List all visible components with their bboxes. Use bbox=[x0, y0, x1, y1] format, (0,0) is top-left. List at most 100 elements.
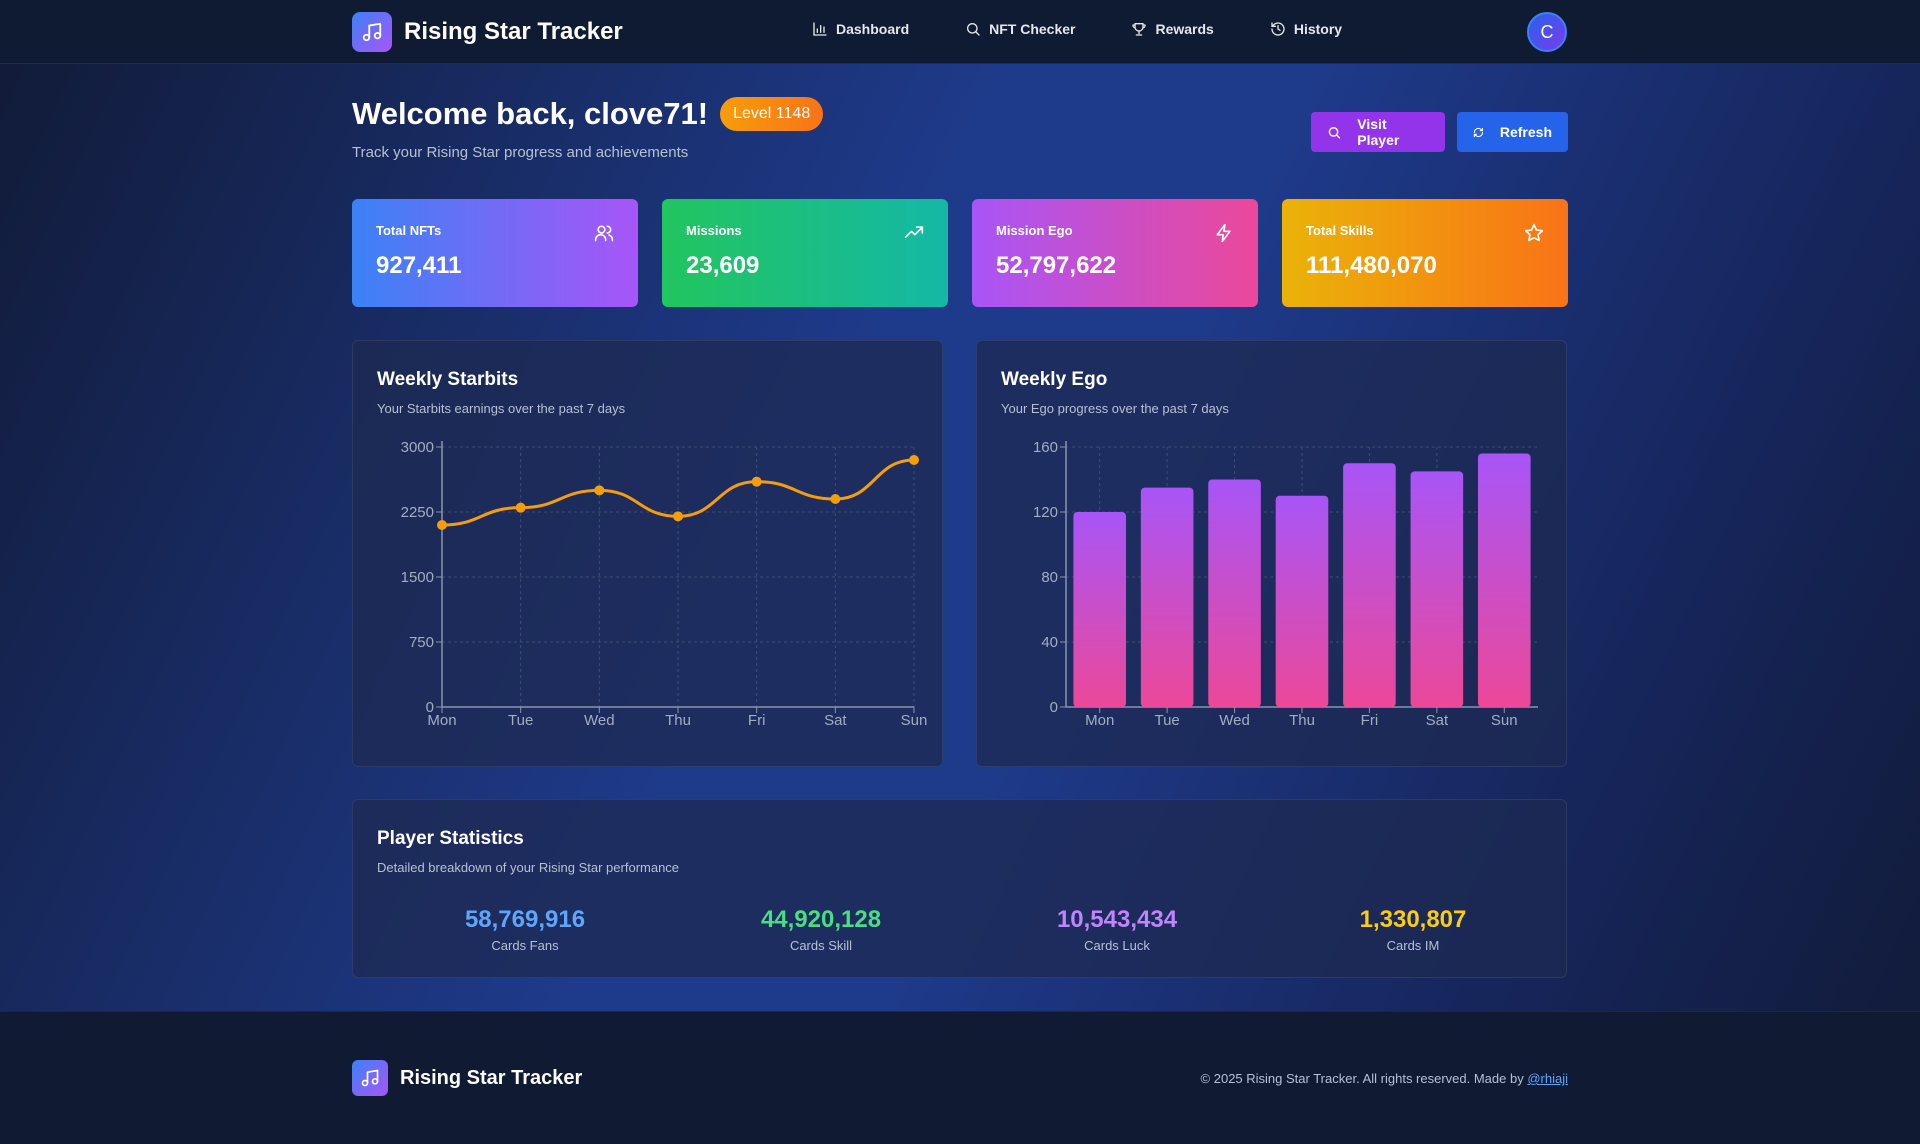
history-icon bbox=[1271, 22, 1285, 36]
section-title: Player Statistics bbox=[377, 828, 524, 849]
visit-player-label: Visit Player bbox=[1357, 116, 1400, 148]
level-badge: Level 1148 bbox=[720, 97, 824, 131]
stat-card-value: 111,480,070 bbox=[1306, 252, 1437, 279]
page-title: Welcome back, clove71! bbox=[352, 96, 709, 131]
stat-card-label: Missions bbox=[686, 223, 742, 238]
author-link[interactable]: @rhiaji bbox=[1527, 1071, 1568, 1086]
starbits-data-point bbox=[830, 494, 841, 504]
star-icon bbox=[1524, 223, 1544, 242]
music-note-icon bbox=[352, 1060, 388, 1096]
nav-item-history[interactable]: History bbox=[1270, 21, 1342, 37]
x-tick-label: Wed bbox=[1219, 712, 1250, 729]
refresh-button[interactable]: Refresh bbox=[1457, 112, 1568, 152]
top-navbar: Rising Star Tracker Dashboard NFT Checke… bbox=[0, 0, 1920, 64]
copyright-text: © 2025 Rising Star Tracker. All rights r… bbox=[1200, 1071, 1524, 1086]
footer-brand-name: Rising Star Tracker bbox=[400, 1066, 583, 1089]
starbits-data-point bbox=[437, 520, 447, 530]
stat-card-label: Total NFTs bbox=[376, 223, 442, 238]
ego-bar bbox=[1140, 487, 1194, 707]
section-subtitle: Detailed breakdown of your Rising Star p… bbox=[377, 860, 680, 875]
starbits-data-point bbox=[515, 502, 526, 513]
nav-item-dashboard[interactable]: Dashboard bbox=[812, 21, 909, 37]
y-tick-label: 120 bbox=[1033, 504, 1058, 521]
y-tick-label: 3000 bbox=[401, 439, 434, 456]
x-tick-label: Thu bbox=[665, 712, 691, 729]
search-icon bbox=[967, 23, 980, 36]
x-tick-label: Thu bbox=[1289, 712, 1315, 729]
stat-card-value: 927,411 bbox=[376, 252, 462, 279]
refresh-icon bbox=[1473, 127, 1484, 137]
player-stat-value: 58,769,916 bbox=[464, 906, 586, 933]
brand-name: Rising Star Tracker bbox=[404, 18, 623, 45]
x-tick-label: Sat bbox=[824, 712, 847, 729]
nav-label: NFT Checker bbox=[989, 21, 1076, 37]
y-tick-label: 0 bbox=[426, 699, 434, 716]
brand[interactable]: Rising Star Tracker bbox=[352, 12, 623, 52]
player-stat-label: Cards Luck bbox=[1084, 938, 1150, 953]
player-stat-value: 44,920,128 bbox=[760, 906, 882, 933]
music-note-icon bbox=[352, 12, 392, 52]
header-actions: Visit Player Refresh bbox=[1311, 112, 1568, 152]
user-avatar[interactable]: C bbox=[1527, 12, 1567, 52]
player-stat-label: Cards Skill bbox=[789, 938, 853, 953]
x-tick-label: Tue bbox=[1154, 712, 1179, 729]
starbits-line-chart: 0 750 1500 2250 3000 Mon Tue Wed Thu Fri Sat Sun bbox=[401, 439, 928, 729]
starbits-data-point bbox=[673, 511, 683, 522]
starbits-data-point bbox=[909, 455, 919, 465]
stat-card-label: Mission Ego bbox=[996, 223, 1073, 238]
refresh-label: Refresh bbox=[1499, 124, 1552, 140]
stat-card-total-nfts: Total NFTs 927,411 bbox=[352, 199, 638, 307]
starbits-data-point bbox=[594, 485, 605, 496]
welcome-section: Welcome back, clove71! Level 1148 Track … bbox=[352, 96, 824, 161]
player-stat-label: Cards IM bbox=[1386, 938, 1440, 953]
stat-card-value: 52,797,622 bbox=[996, 252, 1117, 279]
x-tick-label: Mon bbox=[1085, 712, 1114, 729]
chart-subtitle: Your Starbits earnings over the past 7 d… bbox=[377, 401, 626, 416]
y-tick-label: 40 bbox=[1041, 634, 1058, 651]
x-tick-label: Tue bbox=[508, 712, 533, 729]
chart-subtitle: Your Ego progress over the past 7 days bbox=[1001, 401, 1229, 416]
main-nav: Dashboard NFT Checker Rewards History bbox=[812, 21, 1398, 37]
player-stat-value: 1,330,807 bbox=[1359, 906, 1467, 933]
ego-bar-chart: 0 40 80 120 160 Mon Tue Wed Thu Fri Sat Sun bbox=[1033, 439, 1538, 729]
x-tick-label: Sun bbox=[901, 712, 928, 729]
ego-bar bbox=[1275, 495, 1329, 707]
ego-bar bbox=[1343, 463, 1396, 707]
nav-item-nft-checker[interactable]: NFT Checker bbox=[965, 21, 1075, 37]
search-icon bbox=[1328, 126, 1341, 139]
footer: Rising Star Tracker © 2025 Rising Star T… bbox=[0, 1011, 1920, 1144]
ego-bar bbox=[1477, 453, 1531, 707]
users-icon bbox=[594, 225, 614, 242]
player-stat-value: 10,543,434 bbox=[1056, 906, 1178, 933]
ego-bar bbox=[1410, 471, 1464, 707]
stat-card-mission-ego: Mission Ego 52,797,622 bbox=[972, 199, 1258, 307]
nav-label: History bbox=[1293, 21, 1343, 37]
nav-label: Rewards bbox=[1155, 21, 1214, 37]
player-stat-cards-fans: 58,769,916 Cards Fans bbox=[377, 906, 673, 953]
chart-title: Weekly Starbits bbox=[377, 369, 519, 390]
starbits-data-point bbox=[751, 476, 762, 487]
player-stat-cards-luck: 10,543,434 Cards Luck bbox=[969, 906, 1265, 953]
y-tick-label: 750 bbox=[409, 634, 434, 651]
trophy-icon bbox=[1132, 23, 1147, 36]
x-tick-label: Fri bbox=[1361, 712, 1379, 729]
chart-title: Weekly Ego bbox=[1001, 369, 1108, 390]
player-stat-label: Cards Fans bbox=[491, 938, 559, 953]
stat-card-label: Total Skills bbox=[1306, 223, 1374, 238]
ego-bar bbox=[1208, 479, 1261, 707]
stat-card-value: 23,609 bbox=[686, 252, 760, 279]
bar-chart-icon bbox=[813, 22, 827, 36]
player-stat-cards-im: 1,330,807 Cards IM bbox=[1265, 906, 1561, 953]
visit-player-button[interactable]: Visit Player bbox=[1311, 112, 1445, 152]
weekly-ego-panel: Weekly Ego Your Ego progress over the pa… bbox=[976, 340, 1567, 767]
stat-card-missions: Missions 23,609 bbox=[662, 199, 948, 307]
y-tick-label: 0 bbox=[1050, 699, 1058, 716]
y-tick-label: 2250 bbox=[401, 504, 434, 521]
footer-brand[interactable]: Rising Star Tracker bbox=[352, 1060, 582, 1096]
x-tick-label: Wed bbox=[584, 712, 615, 729]
trending-up-icon bbox=[904, 226, 924, 238]
x-tick-label: Sat bbox=[1426, 712, 1449, 729]
y-tick-label: 160 bbox=[1033, 439, 1058, 456]
nav-item-rewards[interactable]: Rewards bbox=[1131, 21, 1214, 37]
